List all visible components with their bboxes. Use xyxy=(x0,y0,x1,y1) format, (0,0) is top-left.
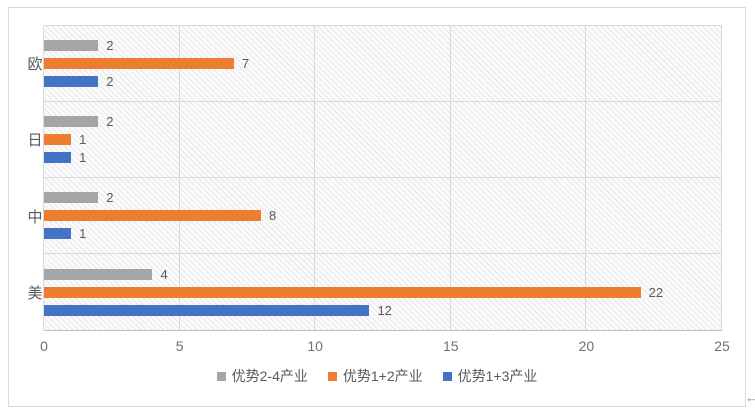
x-tick-label: 5 xyxy=(175,338,184,354)
data-label: 7 xyxy=(241,56,250,71)
x-tick-label: 15 xyxy=(443,338,459,354)
bar-优势2-4产业 xyxy=(44,268,153,280)
data-label: 4 xyxy=(160,266,168,282)
legend-swatch xyxy=(216,371,226,381)
bar-row: 22 xyxy=(44,284,722,300)
bar-row: 7 xyxy=(44,56,722,71)
x-axis-tick-labels: 0 5 10 15 20 25 xyxy=(40,338,730,354)
bar-优势1+3产业 xyxy=(44,76,99,87)
data-label: 8 xyxy=(268,208,277,223)
x-tick-label: 10 xyxy=(307,338,323,354)
legend-label: 优势1+3产业 xyxy=(457,368,538,384)
gridline xyxy=(585,26,587,330)
bar-优势1+2产业 xyxy=(44,210,261,221)
bar-row: 2 xyxy=(44,38,722,53)
category-group: 2 7 2 xyxy=(44,26,722,102)
x-tick-label: 25 xyxy=(714,338,730,354)
bar-row: 8 xyxy=(44,208,722,223)
x-tick-label: 0 xyxy=(40,338,48,354)
bar-row: 2 xyxy=(44,114,722,129)
legend-label: 优势2-4产业 xyxy=(231,368,308,384)
data-label: 2 xyxy=(106,190,114,205)
bar-row: 1 xyxy=(44,150,722,165)
bar-优势2-4产业 xyxy=(44,40,99,51)
bar-优势1+3产业 xyxy=(44,228,72,239)
bar-row: 12 xyxy=(44,302,722,318)
gridline xyxy=(178,26,180,330)
data-label: 22 xyxy=(648,284,664,300)
category-label: 日 xyxy=(27,132,43,150)
gridline xyxy=(449,26,451,330)
data-label: 2 xyxy=(106,74,114,89)
gridline xyxy=(314,26,316,330)
legend-item: 优势1+3产业 xyxy=(442,366,538,386)
bar-优势2-4产业 xyxy=(44,192,99,203)
data-label: 2 xyxy=(106,114,114,129)
plot-area: 2 7 2 2 1 1 2 8 1 4 22 12 xyxy=(43,25,722,331)
data-label: 2 xyxy=(106,38,114,53)
category-group: 4 22 12 xyxy=(44,254,722,330)
data-label: 1 xyxy=(79,226,87,241)
legend-item: 优势2-4产业 xyxy=(216,366,308,386)
bar-groups: 2 7 2 2 1 1 2 8 1 4 22 12 xyxy=(44,26,722,330)
data-label: 1 xyxy=(79,150,87,165)
bar-优势1+3产业 xyxy=(44,152,72,163)
bar-优势1+2产业 xyxy=(44,286,641,298)
bar-row: 1 xyxy=(44,226,722,241)
bar-row: 2 xyxy=(44,190,722,205)
category-group: 2 8 1 xyxy=(44,178,722,254)
legend-swatch xyxy=(327,371,337,381)
bar-优势1+2产业 xyxy=(44,134,72,145)
category-group: 2 1 1 xyxy=(44,102,722,178)
y-axis-category-labels: 欧日中美 xyxy=(23,25,47,331)
bar-优势1+2产业 xyxy=(44,58,234,69)
bar-row: 1 xyxy=(44,132,722,147)
gridline xyxy=(721,26,722,330)
legend-label: 优势1+2产业 xyxy=(342,368,423,384)
bar-优势1+3产业 xyxy=(44,304,370,316)
category-label: 中 xyxy=(27,208,43,226)
data-label: 12 xyxy=(377,302,392,318)
legend: 优势2-4产业 优势1+2产业 优势1+3产业 xyxy=(9,366,745,386)
data-label: 1 xyxy=(79,132,87,147)
category-label: 欧 xyxy=(27,55,43,73)
legend-item: 优势1+2产业 xyxy=(327,366,423,386)
chart-frame: 欧日中美 2 7 2 2 1 1 2 8 1 4 22 12 0 5 10 15 20 25 优势2-4产业 优势… xyxy=(8,7,755,407)
bar-优势2-4产业 xyxy=(44,116,99,127)
gridline xyxy=(43,26,44,330)
bar-row: 2 xyxy=(44,74,722,89)
bar-row: 4 xyxy=(44,266,722,282)
cursor-arrow-artifact: ← xyxy=(745,390,755,405)
x-tick-label: 20 xyxy=(578,338,595,354)
category-label: 美 xyxy=(27,285,43,303)
legend-swatch xyxy=(442,371,452,381)
